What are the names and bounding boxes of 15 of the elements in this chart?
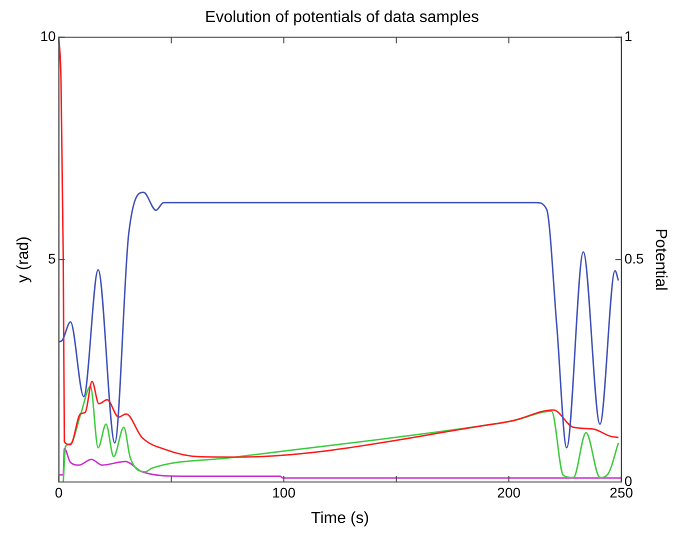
y-tick-label: 5 [48,250,56,266]
line-series [58,192,620,448]
x-tick-label: 200 [497,484,521,500]
y2-tick-label: 0 [624,472,632,489]
y2-tick-label: 0.5 [624,250,644,266]
x-tick-label: 100 [272,484,296,500]
x-axis-title: Time (s) [311,510,370,527]
y2-tick-label: 1 [624,28,632,44]
y-axis-title: y (rad) [15,236,32,283]
chart-title: Evolution of potentials of data samples [205,9,479,26]
line-series [58,448,622,479]
y2-axis-title: Potential [652,228,669,291]
line-series [62,386,620,482]
y-tick-label: 10 [40,28,56,44]
x-tick-label: 0 [54,484,63,500]
